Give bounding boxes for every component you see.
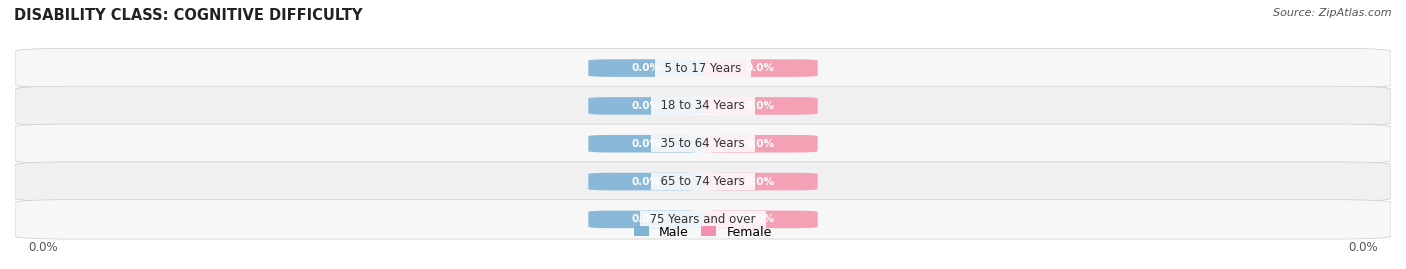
FancyBboxPatch shape (703, 97, 818, 115)
Text: 0.0%: 0.0% (631, 214, 661, 224)
FancyBboxPatch shape (15, 162, 1391, 201)
Text: Source: ZipAtlas.com: Source: ZipAtlas.com (1274, 8, 1392, 18)
Text: 0.0%: 0.0% (631, 139, 661, 149)
Text: DISABILITY CLASS: COGNITIVE DIFFICULTY: DISABILITY CLASS: COGNITIVE DIFFICULTY (14, 8, 363, 23)
Text: 0.0%: 0.0% (745, 139, 775, 149)
FancyBboxPatch shape (588, 211, 703, 228)
Text: 18 to 34 Years: 18 to 34 Years (654, 100, 752, 112)
Text: 0.0%: 0.0% (745, 101, 775, 111)
FancyBboxPatch shape (703, 135, 818, 153)
Text: 0.0%: 0.0% (631, 63, 661, 73)
FancyBboxPatch shape (15, 200, 1391, 239)
Text: 0.0%: 0.0% (745, 176, 775, 187)
Text: 65 to 74 Years: 65 to 74 Years (654, 175, 752, 188)
FancyBboxPatch shape (703, 211, 818, 228)
Text: 0.0%: 0.0% (28, 241, 58, 254)
FancyBboxPatch shape (15, 86, 1391, 126)
Text: 0.0%: 0.0% (631, 176, 661, 187)
Text: 0.0%: 0.0% (745, 63, 775, 73)
Text: 0.0%: 0.0% (745, 214, 775, 224)
Text: 35 to 64 Years: 35 to 64 Years (654, 137, 752, 150)
FancyBboxPatch shape (588, 173, 703, 190)
Text: 5 to 17 Years: 5 to 17 Years (657, 62, 749, 75)
Text: 75 Years and over: 75 Years and over (643, 213, 763, 226)
Text: 0.0%: 0.0% (631, 101, 661, 111)
Legend: Male, Female: Male, Female (630, 221, 776, 244)
Text: 0.0%: 0.0% (1348, 241, 1378, 254)
FancyBboxPatch shape (703, 59, 818, 77)
FancyBboxPatch shape (15, 48, 1391, 88)
FancyBboxPatch shape (588, 97, 703, 115)
FancyBboxPatch shape (703, 173, 818, 190)
FancyBboxPatch shape (588, 135, 703, 153)
FancyBboxPatch shape (588, 59, 703, 77)
FancyBboxPatch shape (15, 124, 1391, 163)
